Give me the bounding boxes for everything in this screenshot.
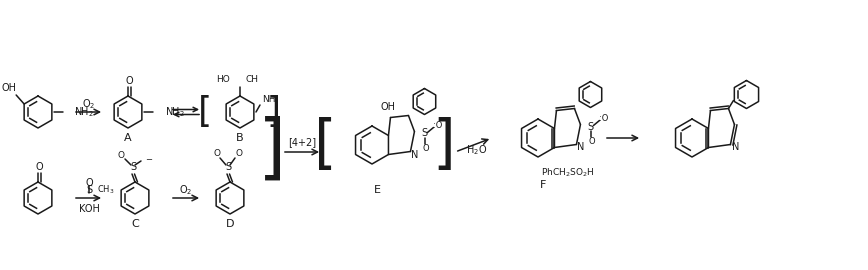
Text: S: S xyxy=(86,185,92,195)
Text: S: S xyxy=(588,122,594,131)
Text: B: B xyxy=(236,133,244,143)
Text: F: F xyxy=(540,180,546,190)
Text: PhCH$_2$SO$_2$H: PhCH$_2$SO$_2$H xyxy=(542,167,595,179)
Text: O$_2$: O$_2$ xyxy=(82,97,95,111)
Text: O: O xyxy=(36,162,43,172)
Text: KOH: KOH xyxy=(79,204,100,214)
Text: OH: OH xyxy=(2,83,16,93)
Text: ]: ] xyxy=(432,116,456,174)
Text: [4+2]: [4+2] xyxy=(288,137,316,147)
Text: O: O xyxy=(589,137,595,146)
Text: H$_2$O: H$_2$O xyxy=(466,143,487,157)
Text: ]: ] xyxy=(258,116,286,184)
Text: N: N xyxy=(411,150,418,160)
Text: O: O xyxy=(235,150,242,158)
Text: S: S xyxy=(421,129,428,139)
Text: O$_2$: O$_2$ xyxy=(180,183,193,197)
Text: E: E xyxy=(373,185,380,195)
Text: CH$_3$: CH$_3$ xyxy=(97,184,115,196)
Text: O: O xyxy=(117,151,124,160)
Text: [: [ xyxy=(198,95,212,129)
Text: OH: OH xyxy=(381,103,396,113)
Text: A: A xyxy=(124,133,132,143)
Text: S: S xyxy=(130,162,136,172)
Text: $-$: $-$ xyxy=(145,154,153,163)
Text: D: D xyxy=(226,219,234,229)
Text: CH: CH xyxy=(246,76,259,85)
Text: ]: ] xyxy=(267,95,281,129)
Text: NH: NH xyxy=(262,94,276,103)
Text: O: O xyxy=(125,76,133,86)
Text: [: [ xyxy=(313,116,337,174)
Text: N: N xyxy=(576,143,584,153)
Text: HO: HO xyxy=(216,76,230,85)
Text: NH$_2$: NH$_2$ xyxy=(74,105,94,119)
Text: C: C xyxy=(131,219,139,229)
Text: O: O xyxy=(85,178,93,188)
Text: O: O xyxy=(214,150,220,158)
Text: NH$_2$: NH$_2$ xyxy=(165,105,185,119)
Text: :O: :O xyxy=(599,114,608,123)
Text: S: S xyxy=(225,162,231,172)
Text: O: O xyxy=(422,144,429,153)
Text: :O: :O xyxy=(433,121,442,130)
Text: N: N xyxy=(732,143,740,153)
